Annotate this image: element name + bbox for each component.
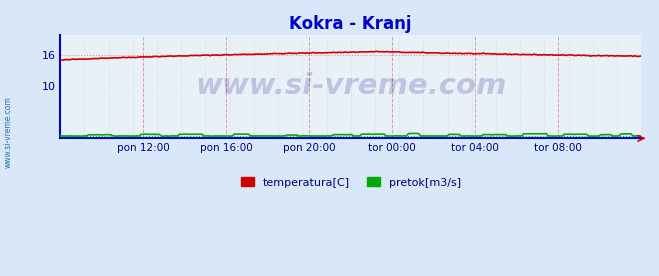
Text: www.si-vreme.com: www.si-vreme.com — [195, 72, 506, 100]
Title: Kokra - Kranj: Kokra - Kranj — [289, 15, 412, 33]
Text: www.si-vreme.com: www.si-vreme.com — [4, 97, 13, 168]
Legend: temperatura[C], pretok[m3/s]: temperatura[C], pretok[m3/s] — [236, 173, 465, 192]
